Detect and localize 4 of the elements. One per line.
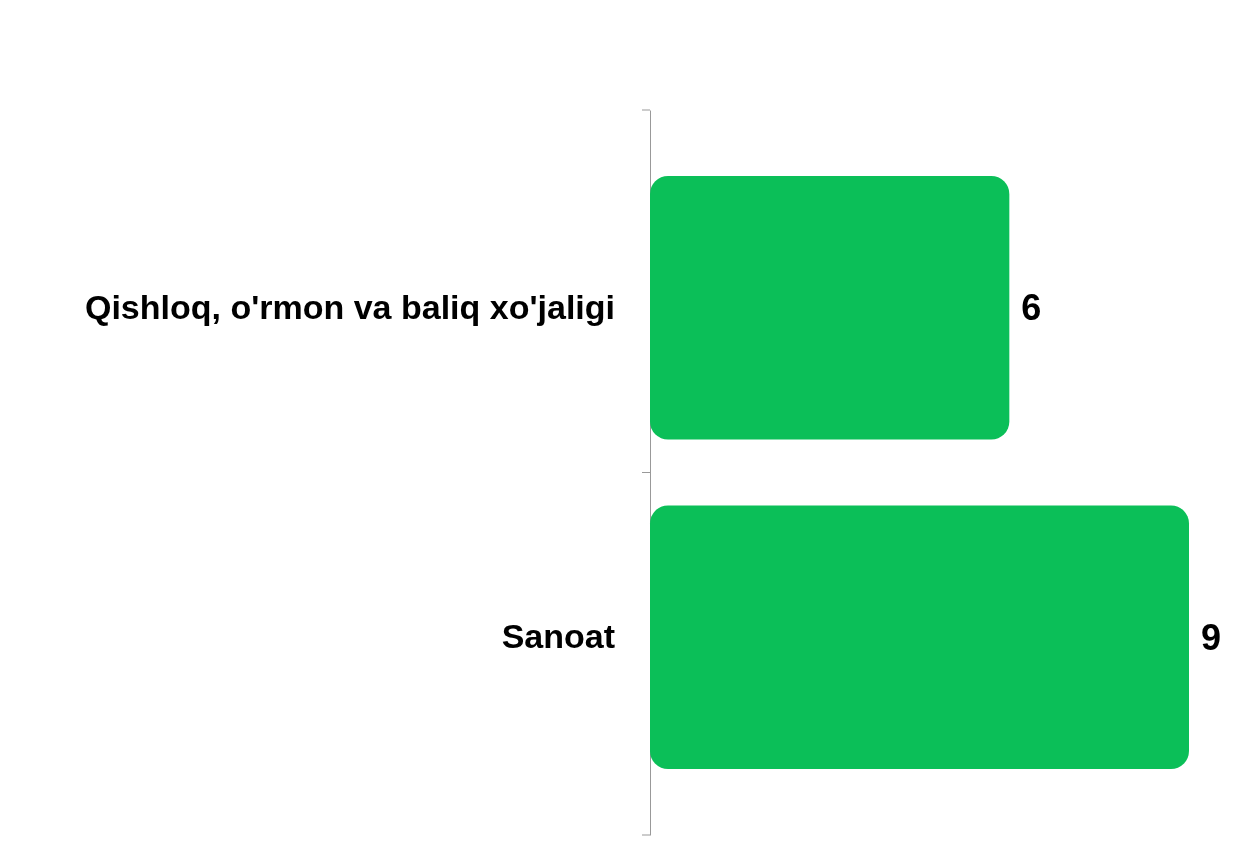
y-tick-label: Sanoat xyxy=(501,617,615,656)
data-label: 6 xyxy=(1021,287,1042,329)
data-label: 9 xyxy=(1201,616,1222,658)
y-tick-label: Qishloq, o'rmon va baliq xo'jaligi xyxy=(84,287,615,326)
